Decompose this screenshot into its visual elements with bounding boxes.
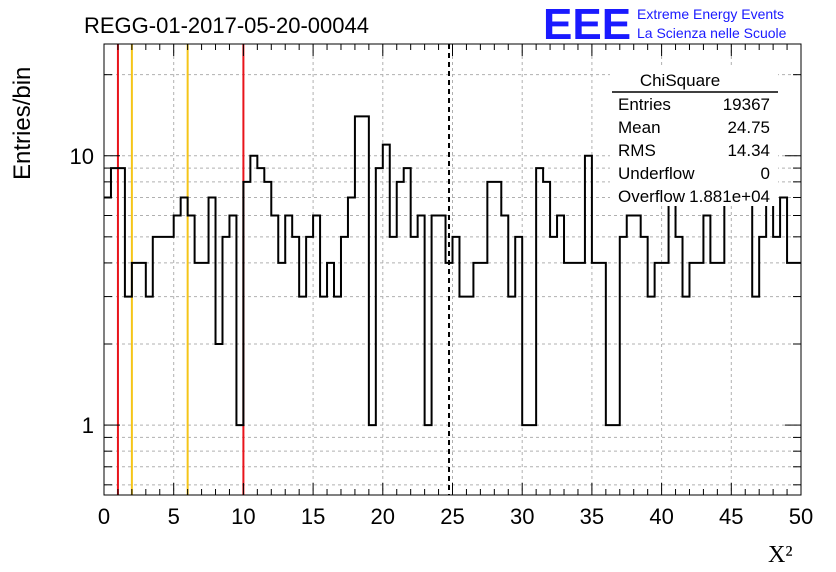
axis-ticks <box>103 44 802 495</box>
stats-label-mean: Mean <box>618 118 661 137</box>
x-tick-label: 40 <box>649 504 673 529</box>
stats-box: ChiSquare Entries 19367 Mean 24.75 RMS 1… <box>610 66 778 206</box>
x-tick-label: 20 <box>371 504 395 529</box>
x-tick-label: 25 <box>440 504 464 529</box>
y-tick-label: 1 <box>82 413 94 438</box>
x-tick-labels: 0 5 10 15 20 25 30 35 40 45 50 <box>98 504 813 529</box>
stats-title: ChiSquare <box>640 71 720 90</box>
stats-box-background <box>610 66 778 206</box>
y-axis-label: Entries/bin <box>9 67 36 180</box>
logo-letters: EEE <box>543 0 631 49</box>
stats-value-mean: 24.75 <box>727 118 770 137</box>
stats-label-entries: Entries <box>618 95 671 114</box>
histogram-series <box>104 115 801 427</box>
stats-value-rms: 14.34 <box>727 141 770 160</box>
x-tick-label: 5 <box>168 504 180 529</box>
eee-logo: EEE Extreme Energy Events La Scienza nel… <box>543 0 787 49</box>
y-tick-labels: 1 10 <box>70 144 94 438</box>
stats-label-overflow: Overflow <box>618 187 686 206</box>
x-tick-label: 15 <box>301 504 325 529</box>
stats-value-overflow: 1.881e+04 <box>689 187 770 206</box>
x-axis-label: X² <box>768 542 793 568</box>
x-tick-label: 30 <box>510 504 534 529</box>
overlay-lines <box>116 44 451 495</box>
x-tick-label: 50 <box>789 504 813 529</box>
logo-line-2: La Scienza nelle Scuole <box>637 25 787 41</box>
plot-area: 0 5 10 15 20 25 30 35 40 45 50 1 10 <box>70 43 813 529</box>
x-tick-label: 35 <box>580 504 604 529</box>
run-title: REGG-01-2017-05-20-00044 <box>84 13 369 38</box>
y-tick-label: 10 <box>70 144 94 169</box>
x-tick-label: 45 <box>719 504 743 529</box>
x-tick-label: 10 <box>231 504 255 529</box>
stats-label-rms: RMS <box>618 141 656 160</box>
stats-value-underflow: 0 <box>761 164 770 183</box>
stats-value-entries: 19367 <box>723 95 770 114</box>
logo-line-1: Extreme Energy Events <box>637 6 784 22</box>
stats-label-underflow: Underflow <box>618 164 695 183</box>
x-tick-label: 0 <box>98 504 110 529</box>
